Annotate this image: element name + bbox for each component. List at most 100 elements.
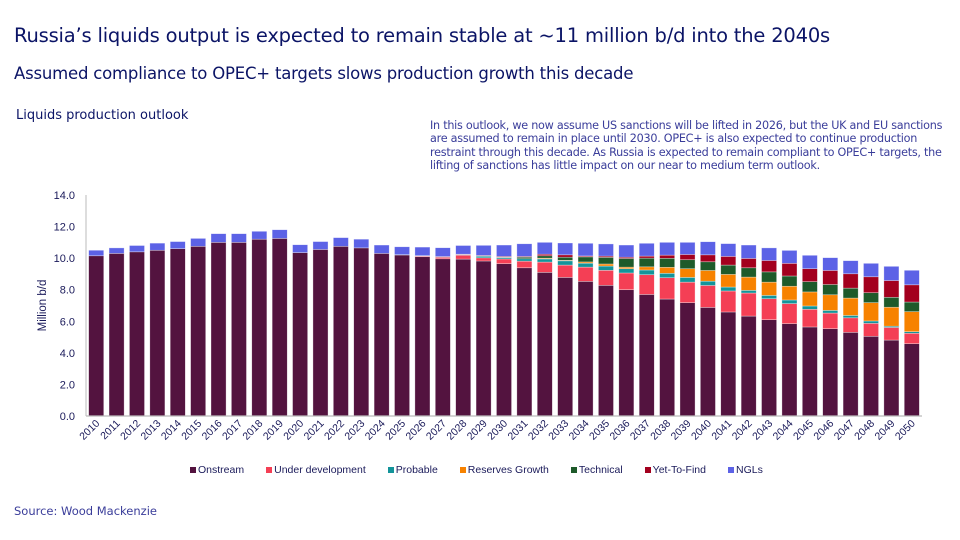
bar-segment-under-development-2029 [475,257,492,262]
bar-segment-probable-2037 [638,269,655,276]
bar-segment-probable-2040 [700,280,716,286]
bar-segment-under-development-2047 [842,317,859,333]
bar-segment-onstream-2042 [740,315,757,417]
x-tick-label: 2013 [138,418,163,443]
bar-segment-ngls-2045 [802,255,818,270]
legend-item: Technical [570,464,623,476]
bar-segment-technical-2034 [577,256,594,263]
bar-segment-onstream-2024 [373,253,390,417]
bar-segment-reserves-growth-2043 [761,281,777,296]
bar-segment-reserves-growth-2040 [700,270,716,282]
bar-segment-probable-2032 [536,258,553,263]
x-tick-label: 2031 [506,418,531,443]
bar-segment-ngls-2015 [190,238,206,247]
legend-swatch [459,467,466,473]
bar-segment-technical-2041 [720,264,737,275]
page-subtitle: Assumed compliance to OPEC+ targets slow… [14,64,634,83]
x-tick-label: 2022 [322,418,347,443]
y-tick-label: 10.0 [54,253,75,265]
bar-segment-technical-2048 [863,292,879,303]
bar-segment-ngls-2036 [618,244,635,258]
legend-label: Onstream [198,464,245,476]
bar-segment-onstream-2030 [496,263,512,417]
bar-segment-under-development-2036 [618,272,635,291]
bar-segment-probable-2035 [598,265,614,271]
legend-label: Yet-To-Find [652,464,706,476]
y-tick-label: 0.0 [60,411,75,423]
x-tick-label: 2037 [628,418,653,443]
bar-segment-reserves-growth-2037 [638,266,655,271]
x-tick-label: 2029 [465,418,490,443]
bar-segment-under-development-2046 [822,312,839,330]
bar-segment-onstream-2038 [659,298,675,417]
bar-segment-under-development-2031 [516,260,533,269]
bar-segment-technical-2038 [659,258,675,268]
outlook-note: In this outlook, we now assume US sancti… [430,119,943,173]
legend-swatch [266,467,273,473]
bar-segment-onstream-2023 [353,247,370,417]
bar-segment-onstream-2014 [169,248,186,417]
x-tick-label: 2018 [240,418,265,443]
bar-segment-ngls-2046 [822,257,839,271]
chart-legend: Onstream Under development Probable Reserve… [190,464,785,476]
chart-title: Liquids production outlook [16,108,189,123]
bar-segment-yet-to-find-2046 [822,270,839,285]
bar-segment-yet-to-find-2037 [638,255,655,259]
legend-label: Technical [578,464,623,476]
bar-segment-under-development-2050 [903,332,920,345]
legend-swatch [387,467,394,473]
bar-segment-under-development-2043 [761,298,777,321]
x-tick-label: 2025 [383,418,408,443]
bar-segment-onstream-2013 [149,249,166,417]
bar-segment-under-development-2048 [863,323,879,337]
bar-segment-yet-to-find-2042 [740,258,757,269]
bar-segment-yet-to-find-2045 [802,268,818,282]
bar-segment-technical-2045 [802,281,818,293]
bar-segment-onstream-2047 [842,332,859,417]
bar-segment-ngls-2035 [598,243,614,257]
bar-segment-probable-2041 [720,286,737,292]
bar-segment-under-development-2032 [536,261,553,273]
source-note: Source: Wood Mackenzie [14,504,157,518]
bar-segment-probable-2034 [577,262,594,268]
bar-segment-yet-to-find-2049 [883,280,900,298]
bar-segment-onstream-2044 [781,323,798,417]
bar-segment-reserves-growth-2045 [802,291,818,307]
x-tick-label: 2023 [342,418,367,443]
x-tick-label: 2045 [791,418,816,443]
bar-segment-probable-2047 [842,315,859,319]
bar-segment-technical-2039 [679,259,696,270]
bar-segment-ngls-2049 [883,266,900,281]
x-tick-label: 2015 [179,418,204,443]
bar-segment-onstream-2040 [700,307,716,417]
x-tick-label: 2032 [526,418,551,443]
bar-segment-onstream-2017 [231,242,247,417]
bar-segment-onstream-2032 [536,272,553,417]
bar-segment-yet-to-find-2033 [557,254,574,258]
bar-segment-onstream-2048 [863,335,879,417]
bar-segment-reserves-growth-2042 [740,276,757,291]
bar-segment-onstream-2035 [598,284,614,417]
bar-segment-onstream-2028 [455,258,472,417]
bar-segment-onstream-2016 [210,242,227,417]
legend-label: Reserves Growth [467,464,549,476]
bar-segment-ngls-2040 [700,241,716,256]
bar-segment-yet-to-find-2041 [720,256,737,266]
bar-segment-yet-to-find-2039 [679,254,696,261]
bar-segment-yet-to-find-2048 [863,276,879,294]
bar-segment-ngls-2027 [434,247,451,257]
x-tick-label: 2012 [118,418,143,443]
bar-segment-reserves-growth-2044 [781,285,798,301]
x-tick-label: 2047 [832,418,857,443]
bar-segment-ngls-2012 [129,245,145,253]
bar-segment-onstream-2022 [333,246,349,417]
bar-segment-technical-2047 [842,287,859,299]
bar-segment-ngls-2023 [353,238,370,249]
bar-segment-ngls-2013 [149,242,166,251]
x-tick-label: 2017 [220,418,245,443]
bar-segment-onstream-2019 [271,238,288,417]
bar-segment-technical-2036 [618,258,635,268]
legend-label: Under development [274,464,366,476]
bar-segment-probable-2048 [863,320,879,324]
bar-segment-ngls-2048 [863,263,879,278]
